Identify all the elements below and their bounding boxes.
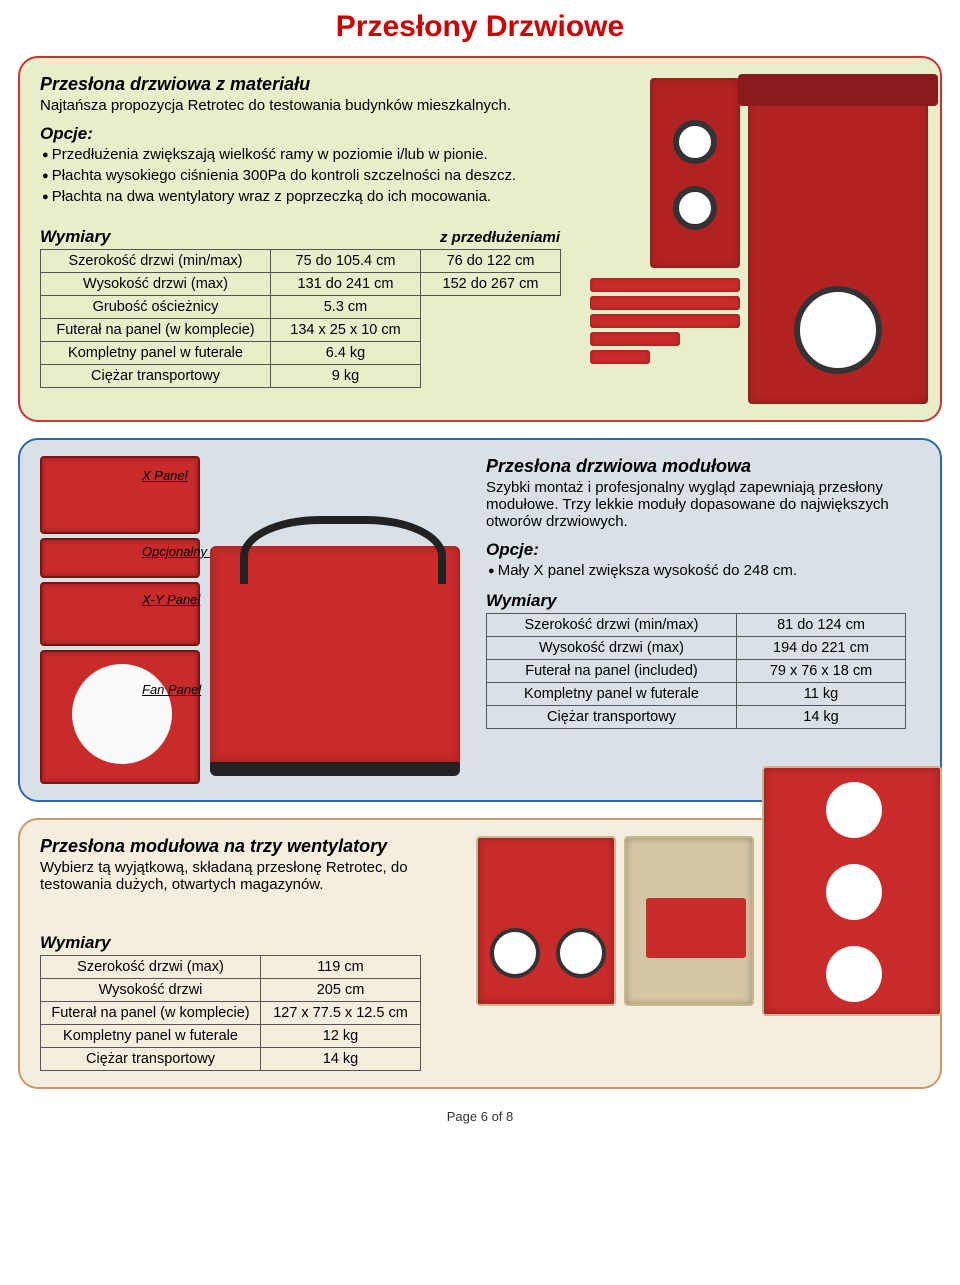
- table-row: Kompletny panel w futerale 6.4 kg: [41, 342, 561, 365]
- product-image-fan-panel: Fan Panel: [40, 650, 200, 784]
- product-image-single-fan-cloth: [748, 74, 928, 404]
- s3-subtitle: Wybierz tą wyjątkową, składaną przesłonę…: [40, 859, 460, 893]
- label-xy-panel: X-Y Panel: [142, 592, 200, 607]
- table-row: Futerał na panel (w komplecie) 134 x 25 …: [41, 319, 561, 342]
- table-row: Kompletny panel w futerale11 kg: [487, 683, 906, 706]
- table-row: Szerokość drzwi (max)119 cm: [41, 956, 421, 979]
- table-row: Ciężar transportowy 9 kg: [41, 365, 561, 388]
- s1-subtitle: Najtańsza propozycja Retrotec do testowa…: [40, 97, 580, 114]
- product-image-xy-panel: X-Y Panel: [40, 582, 200, 646]
- table-row: Wysokość drzwi205 cm: [41, 979, 421, 1002]
- s2-dims-label: Wymiary: [486, 591, 920, 611]
- table-row: Wysokość drzwi (max)194 do 221 cm: [487, 637, 906, 660]
- product-image-opt-x-panel: Opcjonalny mały X Panel: [40, 538, 200, 578]
- product-image-x-panel: X Panel: [40, 456, 200, 534]
- table-row: Futerał na panel (w komplecie)127 x 77.5…: [41, 1002, 421, 1025]
- s2-options-label: Opcje:: [486, 540, 920, 560]
- section-three-fan-panel: Przesłona modułowa na trzy wentylatory W…: [18, 818, 942, 1089]
- s1-opt: Płachta wysokiego ciśnienia 300Pa do kon…: [42, 165, 580, 186]
- s1-options-label: Opcje:: [40, 124, 580, 144]
- s1-ext-label: z przedłużeniami: [440, 229, 560, 246]
- s2-subtitle: Szybki montaż i profesjonalny wygląd zap…: [486, 479, 920, 530]
- table-row: Wysokość drzwi (max) 131 do 241 cm 152 d…: [41, 273, 561, 296]
- table-row: Kompletny panel w futerale12 kg: [41, 1025, 421, 1048]
- label-fan-panel: Fan Panel: [142, 682, 201, 697]
- page-title: Przesłony Drzwiowe: [18, 10, 942, 44]
- product-image-person-carrying: [624, 836, 754, 1006]
- s1-dims-label: Wymiary: [40, 227, 280, 247]
- page-number: Page 6 of 8: [18, 1109, 942, 1124]
- product-image-three-fan-flat: [762, 766, 942, 1016]
- table-row: Ciężar transportowy14 kg: [41, 1048, 421, 1071]
- s1-title: Przesłona drzwiowa z materiału: [40, 74, 580, 95]
- s2-opt: Mały X panel zwiększa wysokość do 248 cm…: [488, 560, 920, 581]
- section-material-panel: Przesłona drzwiowa z materiału Najtańsza…: [18, 56, 942, 422]
- s3-spec-table: Szerokość drzwi (max)119 cm Wysokość drz…: [40, 955, 421, 1071]
- product-image-folded-panel: [476, 836, 616, 1006]
- s1-opt: Przedłużenia zwiększają wielkość ramy w …: [42, 144, 580, 165]
- s1-spec-table: Szerokość drzwi (min/max) 75 do 105.4 cm…: [40, 249, 561, 388]
- s3-dims-label: Wymiary: [40, 933, 460, 953]
- section-modular-panel: X Panel Opcjonalny mały X Panel X-Y Pane…: [18, 438, 942, 802]
- s2-spec-table: Szerokość drzwi (min/max)81 do 124 cm Wy…: [486, 613, 906, 729]
- product-image-two-fan-cloth: [650, 78, 740, 268]
- label-x-panel: X Panel: [142, 468, 188, 483]
- table-row: Szerokość drzwi (min/max)81 do 124 cm: [487, 614, 906, 637]
- table-row: Szerokość drzwi (min/max) 75 do 105.4 cm…: [41, 250, 561, 273]
- product-image-frame-bars: [590, 278, 740, 364]
- table-row: Grubość ościeżnicy 5.3 cm: [41, 296, 561, 319]
- table-row: Ciężar transportowy14 kg: [487, 706, 906, 729]
- s3-title: Przesłona modułowa na trzy wentylatory: [40, 836, 460, 857]
- product-image-carry-bag: [210, 546, 460, 776]
- table-row: Futerał na panel (included)79 x 76 x 18 …: [487, 660, 906, 683]
- s1-opt: Płachta na dwa wentylatory wraz z poprze…: [42, 186, 580, 207]
- s2-title: Przesłona drzwiowa modułowa: [486, 456, 920, 477]
